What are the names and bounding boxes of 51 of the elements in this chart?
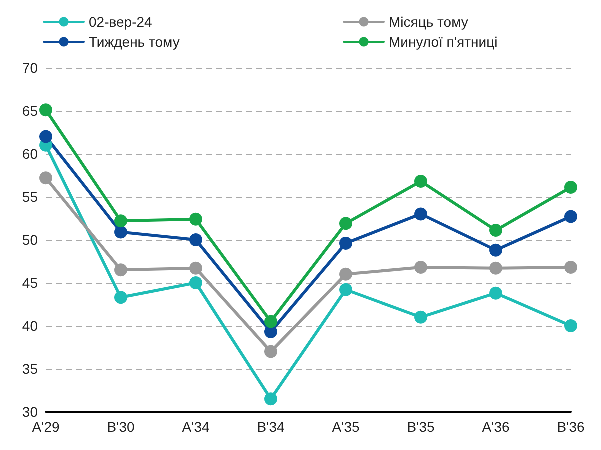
x-tick-label: B'35 bbox=[407, 419, 435, 435]
x-tick-label: A'29 bbox=[32, 419, 60, 435]
point bbox=[264, 345, 278, 358]
x-tick-label: A'36 bbox=[482, 419, 510, 435]
point bbox=[414, 208, 428, 221]
y-tick-label: 40 bbox=[22, 318, 38, 334]
y-tick-label: 35 bbox=[22, 361, 38, 377]
point bbox=[564, 181, 578, 194]
point bbox=[340, 236, 352, 250]
point bbox=[40, 172, 52, 185]
point bbox=[564, 320, 578, 332]
legend-label: Минулої п'ятниці bbox=[389, 34, 498, 50]
x-tick-label: A'34 bbox=[182, 419, 210, 435]
legend-label: Тиждень тому bbox=[89, 34, 180, 50]
y-tick-label: 50 bbox=[22, 232, 38, 248]
point bbox=[114, 264, 128, 277]
point bbox=[264, 392, 278, 406]
legend-label: Місяць тому bbox=[389, 14, 468, 30]
point bbox=[490, 262, 502, 275]
point bbox=[40, 104, 52, 117]
point bbox=[490, 244, 502, 257]
point bbox=[40, 130, 52, 144]
y-tick-label: 45 bbox=[22, 275, 38, 291]
point bbox=[114, 226, 128, 239]
point bbox=[190, 262, 202, 275]
point bbox=[414, 310, 428, 324]
point bbox=[490, 224, 502, 238]
point bbox=[340, 283, 352, 296]
x-tick-label: B'30 bbox=[107, 419, 135, 435]
legend-label: 02-вер-24 bbox=[89, 14, 153, 30]
y-tick-label: 55 bbox=[22, 189, 38, 205]
y-tick-label: 60 bbox=[22, 146, 38, 162]
y-tick-label: 30 bbox=[22, 404, 38, 420]
x-tick-label: B'34 bbox=[257, 419, 285, 435]
x-tick-label: A'35 bbox=[332, 419, 360, 435]
point bbox=[564, 261, 578, 274]
point bbox=[190, 276, 202, 290]
x-tick-label: B'36 bbox=[557, 419, 585, 435]
point bbox=[114, 291, 128, 304]
point bbox=[414, 175, 428, 188]
point bbox=[340, 268, 352, 281]
point bbox=[190, 212, 202, 226]
point bbox=[264, 315, 278, 328]
y-tick-label: 65 bbox=[22, 103, 38, 119]
point bbox=[414, 261, 428, 274]
point bbox=[340, 217, 352, 230]
point bbox=[490, 286, 502, 300]
y-tick-label: 70 bbox=[22, 60, 38, 76]
point bbox=[190, 234, 202, 246]
point bbox=[564, 210, 578, 224]
point bbox=[114, 214, 128, 228]
